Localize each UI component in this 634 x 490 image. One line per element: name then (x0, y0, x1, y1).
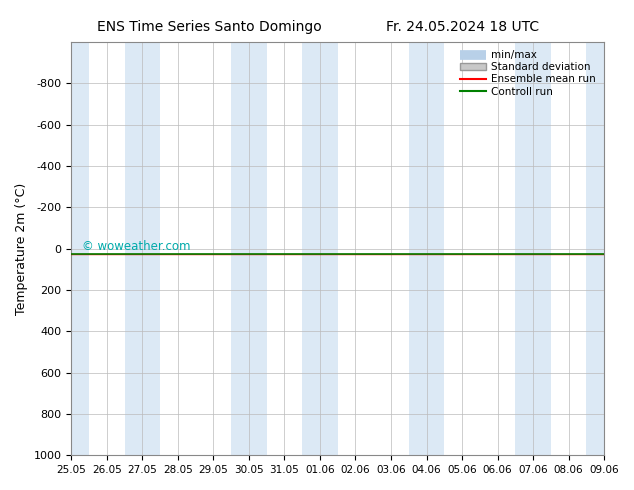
Bar (124, 42, 160, 455)
Bar (231, 42, 267, 455)
Y-axis label: Temperature 2m (°C): Temperature 2m (°C) (15, 182, 28, 315)
Bar (53, 42, 89, 455)
Text: Fr. 24.05.2024 18 UTC: Fr. 24.05.2024 18 UTC (386, 20, 540, 34)
Bar (409, 42, 444, 455)
Bar (515, 42, 551, 455)
Text: © woweather.com: © woweather.com (82, 240, 190, 253)
Bar (302, 42, 338, 455)
Bar (586, 42, 604, 455)
Legend: min/max, Standard deviation, Ensemble mean run, Controll run: min/max, Standard deviation, Ensemble me… (456, 47, 599, 99)
Text: ENS Time Series Santo Domingo: ENS Time Series Santo Domingo (97, 20, 321, 34)
